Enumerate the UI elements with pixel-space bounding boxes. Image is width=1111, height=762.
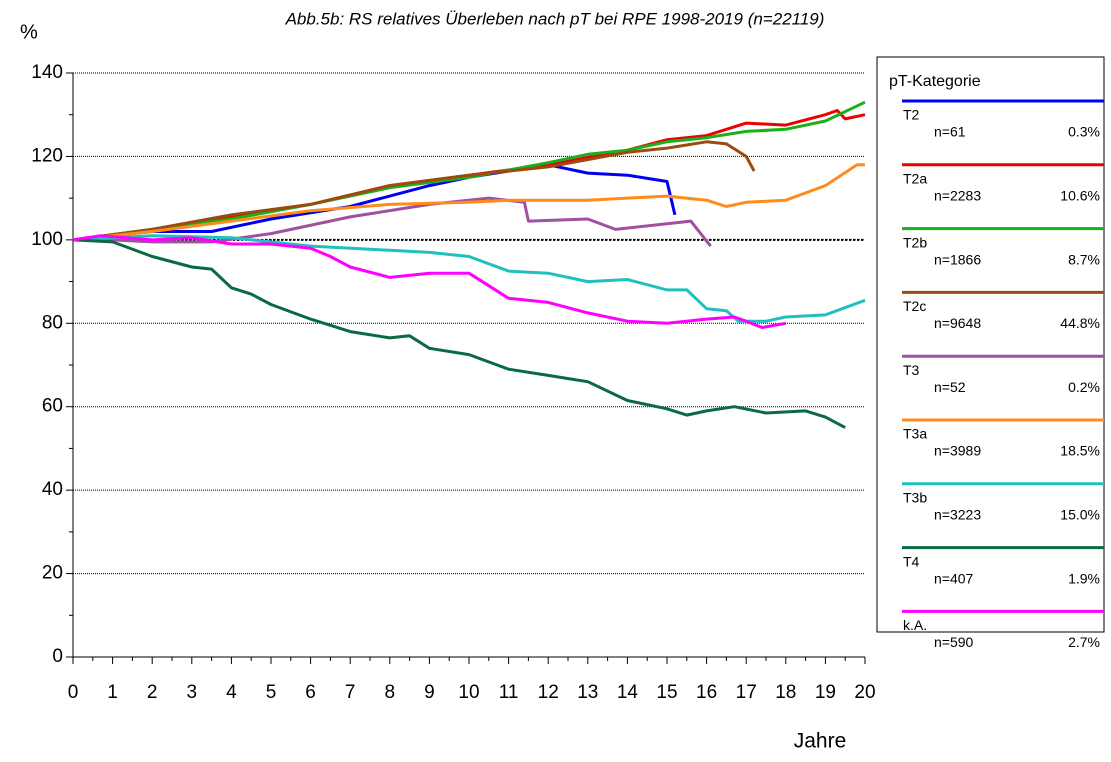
- legend-count: n=590: [934, 634, 974, 650]
- legend-share: 44.8%: [1060, 315, 1100, 331]
- x-axis-label: Jahre: [794, 730, 847, 753]
- x-tick-label: 7: [345, 682, 356, 703]
- x-tick-label: 0: [68, 682, 79, 703]
- legend-label: T2b: [903, 234, 927, 250]
- legend-label: T2c: [903, 298, 926, 314]
- series-line: [72, 234, 866, 323]
- x-tick-label: 17: [736, 682, 757, 703]
- x-tick-label: 12: [538, 682, 559, 703]
- legend-share: 8.7%: [1068, 251, 1100, 267]
- y-tick-label: 0: [52, 646, 63, 667]
- series-line: [72, 234, 787, 329]
- y-tick-label: 80: [42, 312, 63, 333]
- y-tick-label: 40: [42, 479, 63, 500]
- legend-label: T3: [903, 362, 920, 378]
- x-tick-label: 14: [617, 682, 639, 703]
- legend-label: T3b: [903, 490, 927, 506]
- x-tick-label: 8: [385, 682, 396, 703]
- y-tick-label: 60: [42, 396, 63, 417]
- legend-share: 18.5%: [1060, 443, 1100, 459]
- series-line: [72, 100, 866, 242]
- legend-count: n=1866: [934, 251, 981, 267]
- legend-share: 15.0%: [1060, 507, 1100, 523]
- y-tick-label: 100: [31, 229, 63, 250]
- x-tick-label: 16: [696, 682, 717, 703]
- chart-title: Abb.5b: RS relatives Überleben nach pT b…: [285, 9, 825, 28]
- legend-title: pT-Kategorie: [889, 73, 981, 90]
- x-tick-label: 15: [656, 682, 677, 703]
- x-tick-label: 19: [815, 682, 836, 703]
- x-tick-label: 10: [458, 682, 479, 703]
- legend-count: n=3223: [934, 507, 981, 523]
- y-tick-label: 120: [31, 145, 63, 166]
- y-tick-label: 140: [31, 62, 63, 83]
- legend-share: 10.6%: [1060, 188, 1100, 204]
- x-tick-label: 13: [577, 682, 598, 703]
- legend-label: T4: [903, 553, 920, 569]
- series-line: [72, 140, 756, 242]
- legend-label: k.A.: [903, 617, 927, 633]
- legend-share: 2.7%: [1068, 634, 1100, 650]
- legend-label: T2a: [903, 171, 927, 187]
- series-line: [72, 238, 846, 429]
- legend-count: n=407: [934, 570, 974, 586]
- x-tick-label: 6: [305, 682, 316, 703]
- legend-share: 0.2%: [1068, 379, 1100, 395]
- legend-count: n=3989: [934, 443, 981, 459]
- x-tick-label: 3: [187, 682, 198, 703]
- legend-count: n=2283: [934, 188, 981, 204]
- y-tick-label: 20: [42, 563, 63, 584]
- legend-share: 1.9%: [1068, 570, 1100, 586]
- legend-count: n=61: [934, 124, 966, 140]
- x-tick-label: 11: [499, 682, 519, 703]
- x-tick-label: 20: [854, 682, 875, 703]
- legend-share: 0.3%: [1068, 124, 1100, 140]
- legend-count: n=9648: [934, 315, 981, 331]
- x-tick-label: 4: [226, 682, 237, 703]
- series-line: [72, 163, 865, 242]
- x-tick-label: 9: [424, 682, 435, 703]
- legend-label: T2: [903, 107, 920, 123]
- x-tick-label: 1: [107, 682, 118, 703]
- y-axis-label: %: [20, 21, 38, 43]
- legend-count: n=52: [934, 379, 966, 395]
- legend-label: T3a: [903, 426, 927, 442]
- x-tick-label: 2: [147, 682, 158, 703]
- x-tick-label: 5: [266, 682, 277, 703]
- legend-box: [876, 56, 1105, 633]
- x-tick-label: 18: [775, 682, 796, 703]
